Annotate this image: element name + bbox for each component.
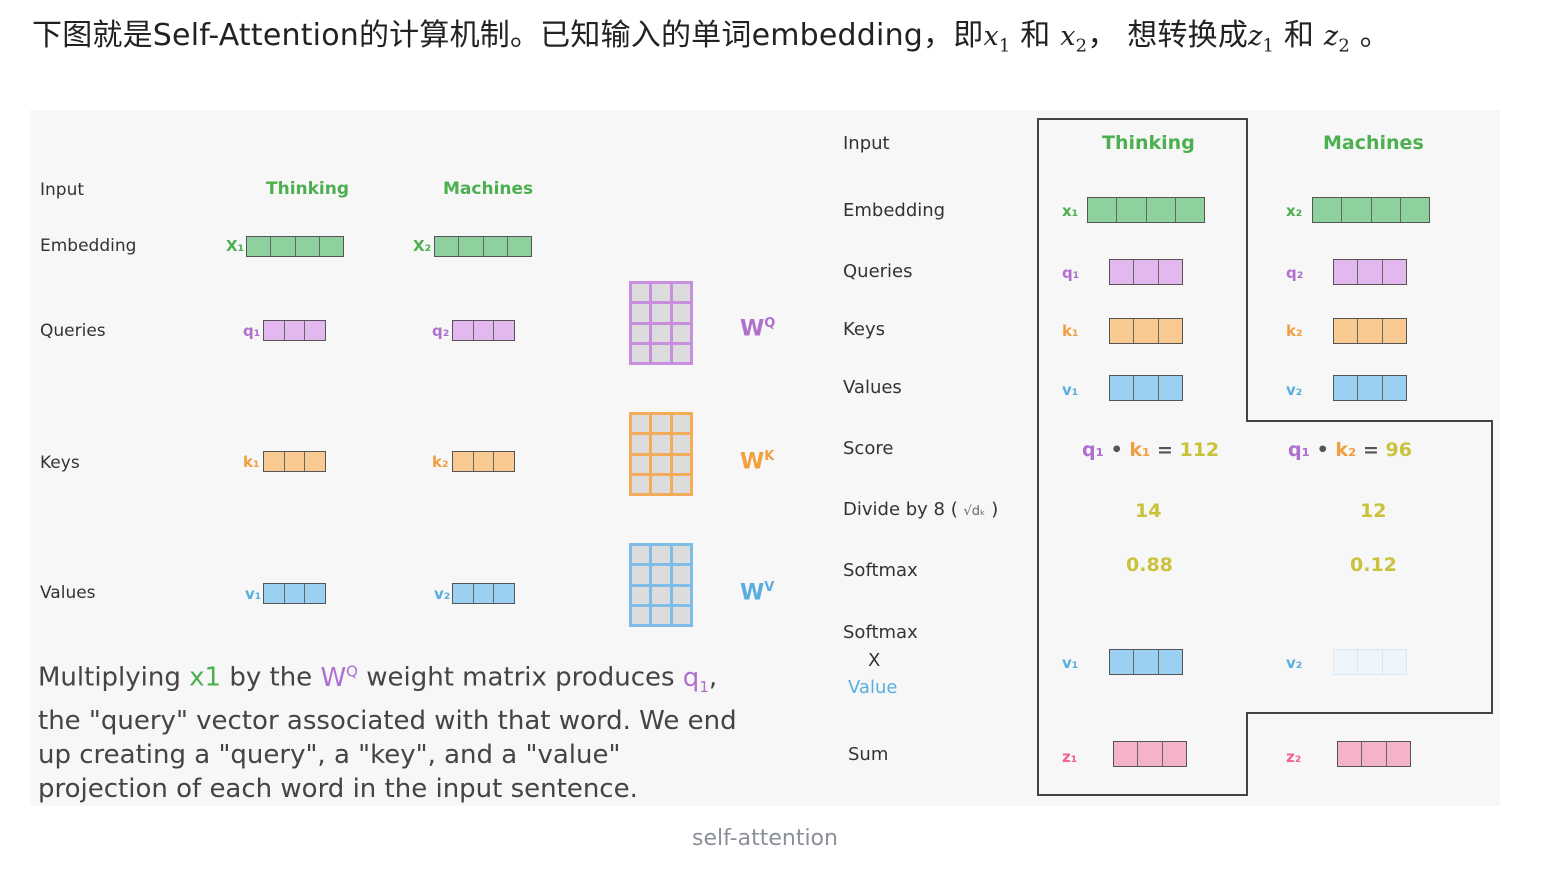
left-x1-vector (246, 236, 344, 257)
right-v2-vector (1333, 375, 1407, 401)
right-x2-label: x₂ (1286, 202, 1303, 220)
right-k1-vector (1109, 318, 1183, 344)
right-k1-label: k₁ (1062, 322, 1079, 340)
score-2: q₁ • k₂ = 96 (1288, 439, 1412, 461)
right-q1-vector (1109, 259, 1183, 285)
softmax-2: 0.12 (1350, 554, 1397, 576)
wq-matrix (629, 281, 693, 365)
right-z1-vector (1113, 741, 1187, 767)
left-v1-vector (263, 583, 326, 604)
left-q1-vector (263, 320, 326, 341)
math-x1: x1 (983, 21, 1011, 57)
left-k2-vector (452, 451, 515, 472)
right-v2-label: v₂ (1286, 381, 1303, 399)
math-z2: z2 (1323, 21, 1350, 57)
right-v1-label: v₁ (1062, 381, 1079, 399)
left-label-embedding: Embedding (40, 236, 137, 256)
left-q2-label: q₂ (432, 322, 450, 340)
left-label-keys: Keys (40, 453, 80, 473)
right-label-softmax: Softmax (843, 560, 918, 581)
right-v2-weighted-label: v₂ (1286, 654, 1303, 672)
left-label-queries: Queries (40, 321, 106, 341)
right-label-input: Input (843, 133, 890, 154)
right-label-keys: Keys (843, 319, 886, 340)
right-q2-vector (1333, 259, 1407, 285)
left-k1-vector (263, 451, 326, 472)
math-x2: x2 (1060, 21, 1088, 57)
right-z2-vector (1337, 741, 1411, 767)
left-x2-label: X₂ (413, 237, 432, 255)
right-label-divide: Divide by 8 ( √dₖ ) (843, 499, 999, 520)
right-label-value: Value (848, 677, 898, 698)
figure-caption: self-attention (692, 826, 838, 851)
left-label-input: Input (40, 180, 85, 200)
left-v2-label: v₂ (434, 585, 451, 603)
left-k2-label: k₂ (432, 453, 449, 471)
left-x2-vector (434, 236, 532, 257)
right-v1-vector (1109, 375, 1183, 401)
left-x1-label: X₁ (226, 237, 245, 255)
right-x2-vector (1312, 197, 1430, 223)
right-word-thinking: Thinking (1102, 132, 1195, 154)
right-x1-vector (1087, 197, 1205, 223)
left-v2-vector (452, 583, 515, 604)
score-1: q₁ • k₁ = 112 (1082, 439, 1220, 461)
left-word-machines: Machines (443, 179, 534, 199)
wq-label: WQ (740, 316, 776, 342)
math-z1: z1 (1248, 21, 1275, 57)
right-z2-label: z₂ (1286, 748, 1302, 766)
right-label-sum: Sum (848, 744, 889, 765)
divided-2: 12 (1360, 500, 1387, 522)
left-v1-label: v₁ (245, 585, 262, 603)
right-label-softmax2: Softmax (843, 622, 918, 643)
right-k2-vector (1333, 318, 1407, 344)
right-k2-label: k₂ (1286, 322, 1303, 340)
right-q2-label: q₂ (1286, 264, 1304, 282)
right-z1-label: z₁ (1062, 748, 1078, 766)
right-word-machines: Machines (1323, 132, 1424, 154)
divided-1: 14 (1135, 500, 1162, 522)
right-label-times: X (868, 650, 881, 671)
right-label-score: Score (843, 438, 894, 459)
left-word-thinking: Thinking (266, 179, 350, 199)
right-q1-label: q₁ (1062, 264, 1080, 282)
wk-matrix (629, 412, 693, 496)
softmax-1: 0.88 (1126, 554, 1173, 576)
explanation-text: Multiplying x1 by the WQ weight matrix p… (38, 662, 737, 804)
wk-label: WK (740, 449, 775, 475)
intro-text: 下图就是Self-Attention的计算机制。已知输入的单词embedding… (32, 18, 1390, 57)
right-v1-weighted-label: v₁ (1062, 654, 1079, 672)
right-v1-weighted-vector (1109, 649, 1183, 675)
right-label-queries: Queries (843, 261, 913, 282)
left-q2-vector (452, 320, 515, 341)
right-x1-label: x₁ (1062, 202, 1079, 220)
wv-matrix (629, 543, 693, 627)
left-k1-label: k₁ (243, 453, 260, 471)
left-label-values: Values (40, 583, 96, 603)
right-v2-weighted-vector (1333, 649, 1407, 675)
right-label-values: Values (843, 377, 902, 398)
right-label-embedding: Embedding (843, 200, 946, 221)
left-q1-label: q₁ (243, 322, 261, 340)
wv-label: WV (740, 580, 775, 606)
